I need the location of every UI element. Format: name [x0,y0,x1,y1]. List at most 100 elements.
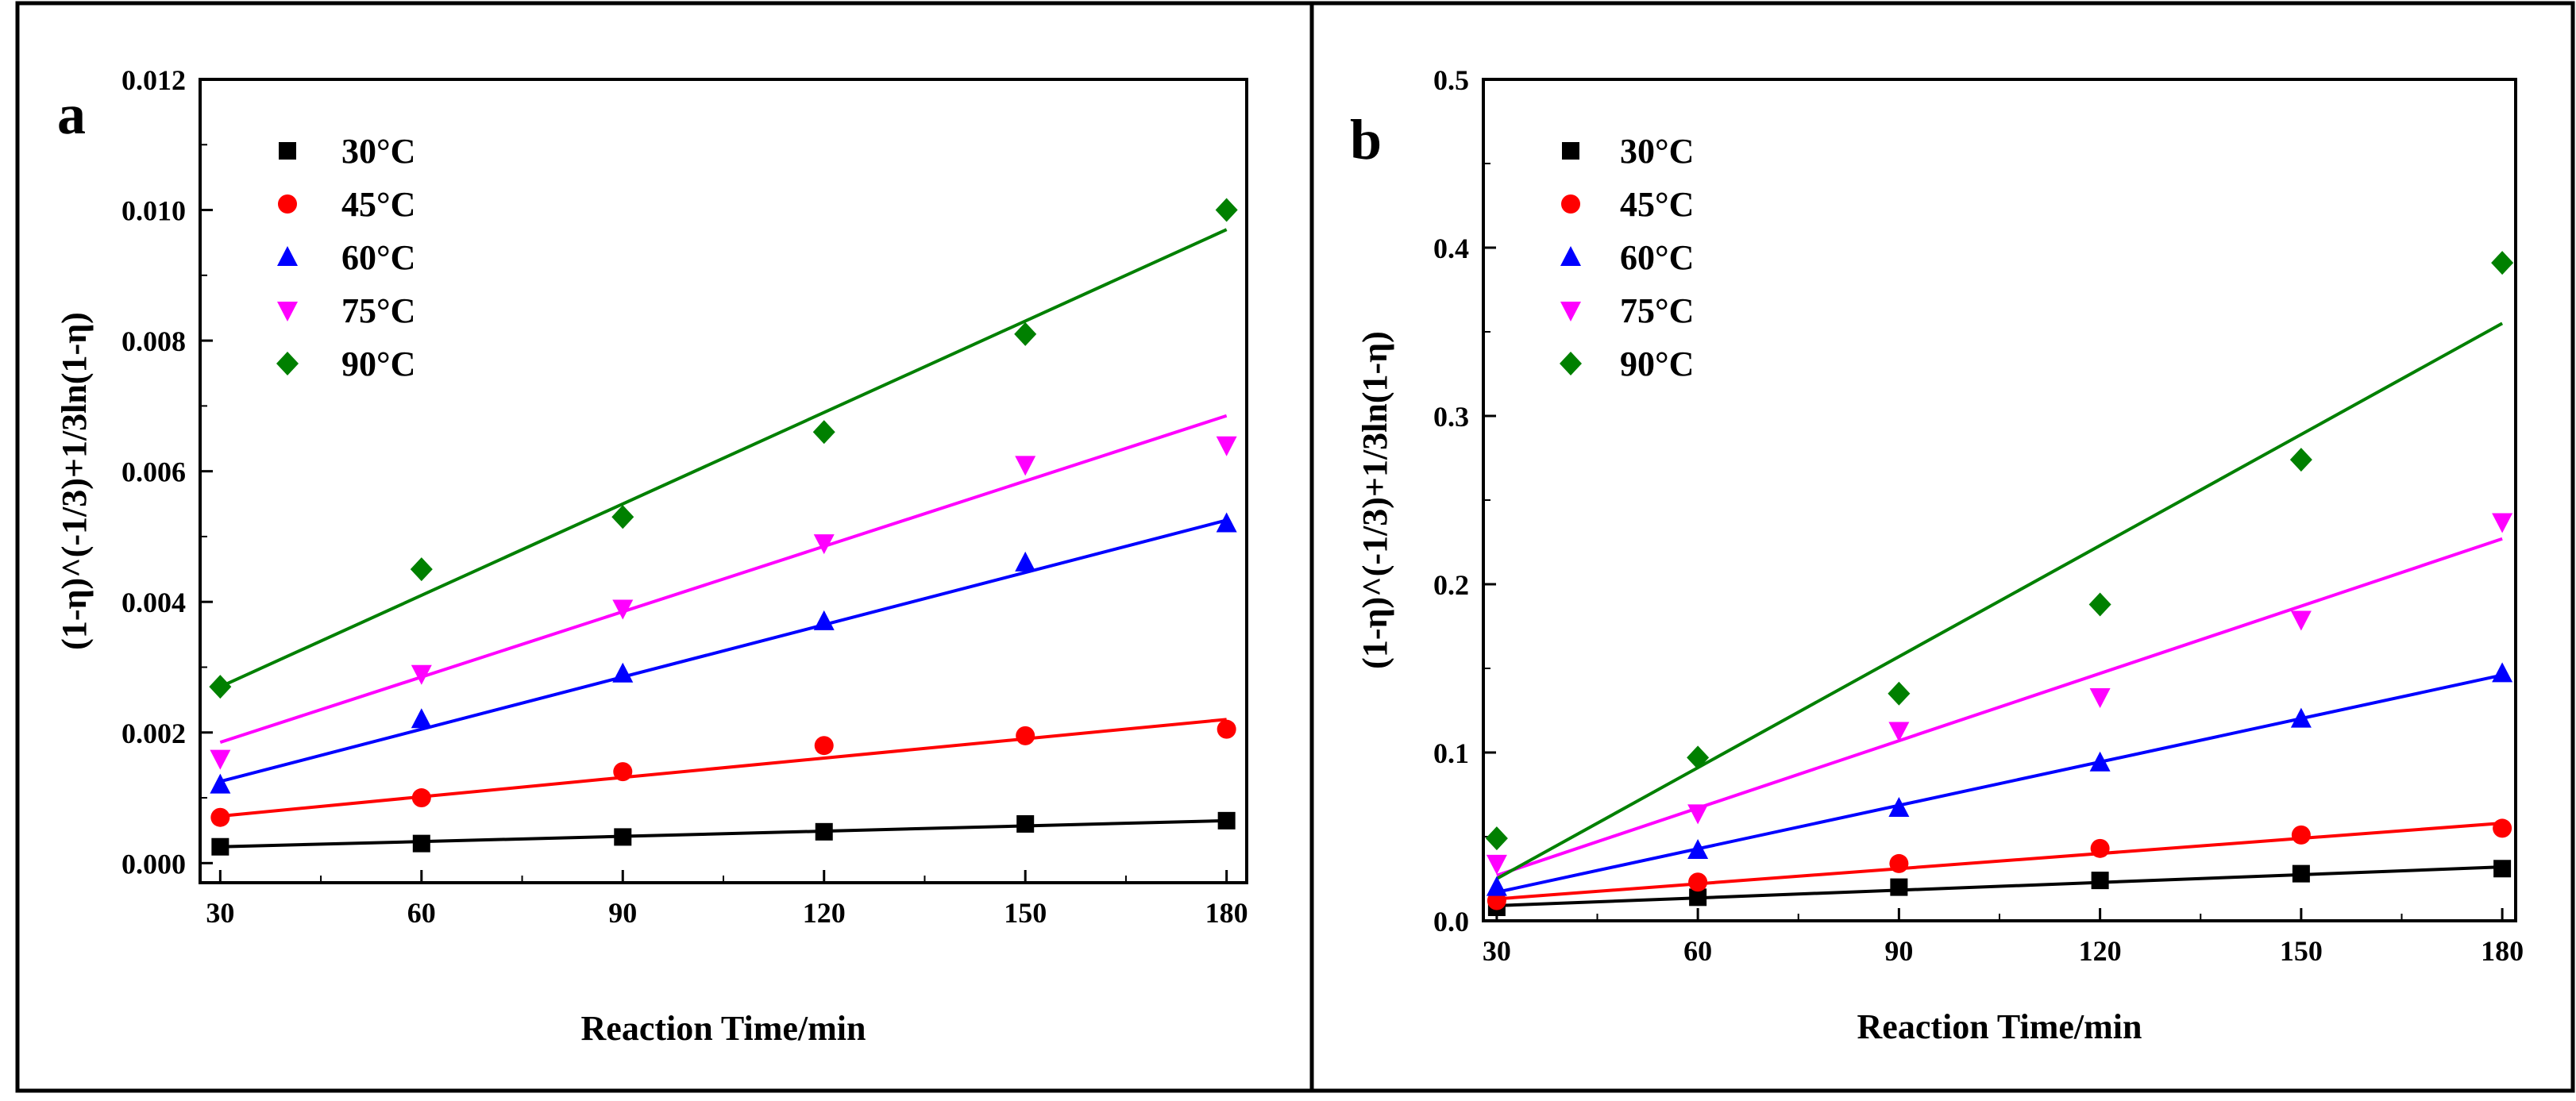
y-axis-title-a: (1-η)^(-1/3)+1/3ln(1-η) [55,312,94,650]
x-tick-label: 90 [608,897,637,929]
fit-line-5 [219,228,1228,688]
data-point [814,736,834,756]
fit-line-4 [1496,537,2503,877]
y-tick-label: 0.002 [121,718,186,749]
legend-marker [1560,246,1581,266]
legend-marker [277,246,298,266]
fit-line-4 [219,414,1228,745]
data-point [813,534,835,555]
data-point [1217,811,1236,830]
data-point [613,762,633,782]
x-tick-label: 180 [1205,897,1248,929]
fit-line-1 [220,818,1227,849]
data-point [2088,592,2111,617]
data-point [1689,888,1707,907]
data-point [1016,814,1035,833]
data-point [1486,876,1507,896]
y-tick-label: 0.0 [1433,906,1469,937]
x-tick-label: 180 [2481,935,2524,967]
data-point [812,420,835,445]
data-point [2292,864,2310,883]
y-tick-label: 0.010 [121,195,186,227]
data-point [611,505,634,529]
data-point [614,828,632,846]
fit-line-2 [1496,822,2503,901]
panel-a: 30 60 90 120 150 180 0.000 0.002 0.004 0.006 0.008… [55,64,1248,1048]
y-tick-label: 0.008 [121,325,186,357]
data-point [2493,860,2512,878]
legend-marker [276,352,299,375]
data-point [1014,321,1037,346]
panel-label-b: b [1350,108,1382,171]
legend-label: 90°C [1620,345,1694,383]
data-point [2289,448,2312,472]
y-tick-label: 0.2 [1433,569,1469,601]
panel-label-a: a [57,83,86,146]
x-tick-label: 60 [1683,935,1712,967]
panel-b-frame [1309,1,2575,1093]
data-point [210,807,230,827]
data-point [813,610,835,630]
data-point [1687,804,1709,825]
x-tick-label: 60 [407,897,436,929]
data-point [1687,838,1709,859]
legend-label: 45°C [341,185,415,224]
y-tick-label: 0.4 [1433,233,1469,264]
panel-b: 30 60 90 120 150 180 0.0 0.1 0.2 0.3 0.4 0.5 b Reac… [1350,64,2524,1046]
data-point [211,837,229,856]
legend-label: 75°C [341,291,415,330]
legend-marker [1560,352,1582,375]
legend-marker [278,194,297,214]
data-point [2291,825,2311,845]
legend-label: 75°C [1620,291,1694,330]
data-point [1888,681,1911,706]
data-point [412,834,430,853]
x-tick-label: 120 [803,897,846,929]
data-point [612,599,634,620]
y-tick-label: 0.006 [121,456,186,488]
legend-label: 45°C [1620,185,1694,224]
data-point [1015,456,1036,476]
data-point [2091,872,2109,890]
data-point [2290,707,2312,728]
data-point [1890,878,1908,896]
y-tick-label: 0.5 [1433,64,1469,96]
data-point [1485,826,1508,851]
y-tick-label: 0.012 [121,64,186,96]
data-point [2290,610,2312,631]
fit-line-2 [220,718,1227,818]
data-point [2493,818,2512,838]
x-tick-label: 30 [206,897,234,929]
x-tick-label: 90 [1884,935,1913,967]
y-tick-label: 0.000 [121,848,186,880]
data-point [411,664,432,685]
data-point [2492,513,2513,533]
legend-label: 60°C [1620,238,1694,277]
x-tick-label: 30 [1483,935,1511,967]
data-point [612,662,634,683]
data-point [2491,251,2514,275]
fit-line-3 [1496,673,2503,894]
y-tick-label: 0.004 [121,587,186,618]
data-point [1888,796,1910,817]
fit-line-1 [1496,865,2503,907]
x-tick-label: 150 [1004,897,1047,929]
data-point [2089,751,2111,772]
data-point [1016,726,1035,745]
data-point [410,557,433,582]
x-axis-title-a: Reaction Time/min [581,1009,866,1048]
data-point [1015,551,1036,572]
legend-label: 30°C [1620,132,1694,171]
data-point [1216,512,1237,533]
data-point [815,822,833,841]
data-point [1216,436,1237,456]
legend-label: 30°C [341,132,415,171]
data-point [1486,854,1507,875]
x-tick-label: 120 [2079,935,2122,967]
data-point [210,749,231,770]
data-point [411,708,432,729]
x-axis-title-b: Reaction Time/min [1857,1007,2142,1046]
fit-line-3 [219,518,1228,783]
data-point [1215,198,1238,222]
